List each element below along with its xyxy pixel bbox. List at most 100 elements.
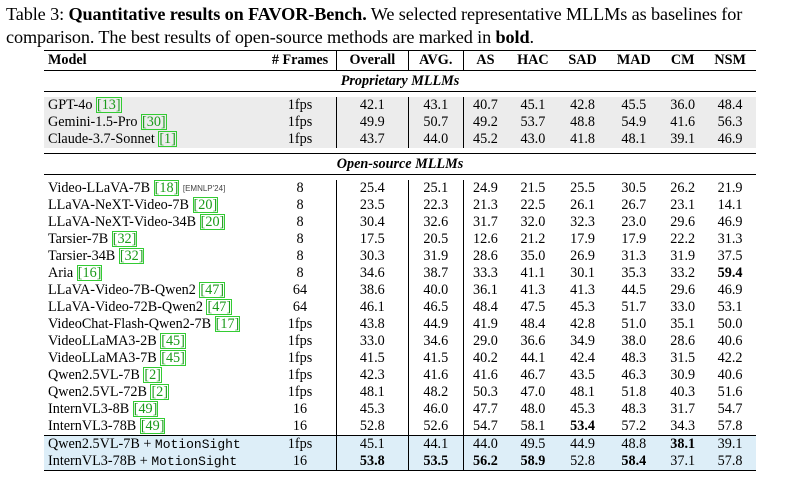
score-cell: 31.9: [407, 248, 464, 266]
score-cell: 42.4: [570, 350, 595, 367]
header-avg: AVG.: [407, 50, 464, 71]
citation-link[interactable]: [2]: [143, 367, 162, 384]
citation-link[interactable]: [32]: [111, 231, 138, 248]
score-cell: 26.7: [621, 197, 647, 214]
model-name-cell: LLaVA-NeXT-Video-7B [20]: [44, 197, 264, 214]
frames-cell: 8: [296, 231, 304, 248]
model-name-cell: Qwen2.5VL-7B + MotionSight: [44, 435, 264, 454]
score-cell: 39.1: [661, 131, 705, 148]
score-cell: 52.8: [336, 418, 409, 436]
score-cell: 21.5: [520, 180, 546, 197]
score-cell: 33.0: [670, 299, 696, 316]
header-row: Model # Frames Overall AVG. AS HAC SAD M…: [44, 50, 756, 71]
citation-link[interactable]: [16]: [76, 265, 103, 282]
citation-link[interactable]: [20]: [192, 197, 219, 214]
score-cell: 34.6: [336, 265, 409, 283]
score-cell: 31.5: [670, 350, 696, 367]
score-cell: 47.5: [520, 299, 546, 316]
score-cell: 33.3: [462, 265, 508, 283]
score-cell: 42.2: [717, 350, 743, 367]
table-row: LLaVA-NeXT-Video-7B [20] 8 23.5 22.3 21.3 22.…: [44, 197, 756, 215]
score-cell: 51.0: [621, 316, 647, 333]
score-cell: 58.4: [606, 453, 662, 472]
frames-cell: 8: [296, 265, 304, 282]
score-cell: 21.9: [717, 180, 743, 197]
citation-link[interactable]: [17]: [214, 316, 241, 333]
score-cell: 45.1: [507, 97, 559, 114]
model-name: VideoLLaMA3-7B: [48, 350, 157, 367]
score-cell: 44.5: [621, 282, 647, 299]
method-name: MotionSight: [154, 437, 241, 453]
section-title: Open-source MLLMs: [44, 153, 756, 175]
model-name-cell: Aria [16]: [44, 265, 264, 282]
score-cell: 26.9: [570, 248, 595, 265]
score-cell: 21.3: [462, 197, 508, 215]
score-cell: 52.6: [407, 418, 464, 436]
citation-link[interactable]: [18]: [153, 180, 180, 196]
model-name-cell: Claude-3.7-Sonnet [1]: [44, 131, 264, 148]
score-cell: 23.0: [621, 214, 647, 231]
citation-link[interactable]: [20]: [199, 214, 226, 231]
score-cell: 36.0: [661, 97, 705, 114]
citation-link[interactable]: [1]: [158, 131, 177, 147]
citation-link[interactable]: [32]: [118, 248, 145, 265]
citation-link[interactable]: [49]: [139, 418, 166, 435]
score-cell: 30.3: [336, 248, 409, 266]
score-cell: 49.9: [336, 114, 409, 131]
score-cell: 44.0: [407, 131, 464, 148]
model-name-cell: LLaVA-Video-7B-Qwen2 [47]: [44, 282, 264, 299]
caption-label: Table 3:: [6, 4, 69, 24]
model-name: LLaVA-Video-72B-Qwen2: [48, 299, 203, 316]
score-cell: 46.5: [407, 299, 464, 317]
score-cell: 44.1: [407, 435, 464, 454]
score-cell: 45.5: [606, 97, 662, 114]
citation-link[interactable]: [47]: [199, 282, 226, 299]
score-cell: 51.8: [621, 384, 647, 401]
model-name: Qwen2.5VL-7B +: [48, 436, 155, 453]
table-row: InternVL3-78B [49] 16 52.8 52.6 54.7 58.1 53.4…: [44, 418, 756, 436]
model-name: VideoLLaMA3-2B: [48, 333, 157, 350]
score-cell: 48.2: [407, 384, 464, 402]
caption-bold-word: bold: [495, 27, 530, 47]
citation-link[interactable]: [49]: [132, 401, 159, 418]
score-cell: 53.8: [336, 453, 409, 472]
frames-cell: 1fps: [287, 350, 313, 367]
score-cell: 41.5: [407, 350, 464, 368]
score-cell: 30.5: [621, 180, 647, 197]
score-cell: 48.3: [621, 350, 647, 367]
score-cell: 48.4: [462, 299, 508, 317]
score-cell: 51.6: [717, 384, 743, 401]
score-cell: 38.6: [336, 282, 409, 300]
section-header: Proprietary MLLMs: [44, 70, 756, 92]
citation-link[interactable]: [47]: [206, 299, 233, 316]
citation-link[interactable]: [2]: [150, 384, 169, 401]
citation-link[interactable]: [30]: [141, 114, 167, 130]
frames-cell: 16: [264, 453, 337, 472]
score-cell: 40.2: [462, 350, 508, 368]
score-cell: 29.6: [670, 282, 696, 299]
score-cell: 50.3: [462, 384, 508, 402]
score-cell: 46.3: [621, 367, 647, 384]
score-cell: 46.9: [704, 131, 756, 148]
score-cell: 48.1: [570, 384, 595, 401]
frames-cell: 1fps: [287, 384, 313, 401]
score-cell: 17.9: [570, 231, 595, 248]
score-cell: 22.3: [407, 197, 464, 215]
citation-link[interactable]: [45]: [160, 333, 186, 350]
citation-link[interactable]: [45]: [160, 350, 186, 367]
frames-cell: 64: [292, 282, 308, 299]
score-cell: 41.3: [520, 282, 546, 299]
score-cell: 54.9: [606, 114, 662, 131]
score-cell: 57.8: [717, 418, 743, 435]
score-cell: 44.9: [407, 316, 464, 334]
score-cell: 25.4: [336, 180, 409, 198]
score-cell: 41.8: [558, 131, 607, 148]
frames-cell: 1fps: [264, 114, 337, 131]
score-cell: 43.0: [507, 131, 559, 148]
table-row: Qwen2.5VL-72B [2] 1fps 48.1 48.2 50.3 47.0 48.…: [44, 384, 756, 402]
citation-link[interactable]: [13]: [95, 97, 122, 113]
header-nsm: NSM: [704, 50, 756, 71]
model-name-cell: Tarsier-34B [32]: [44, 248, 264, 265]
table-body: Proprietary MLLMs GPT-4o [13] 1fps 42.1 43.1…: [44, 70, 756, 472]
model-name-cell: InternVL3-8B [49]: [44, 401, 264, 418]
